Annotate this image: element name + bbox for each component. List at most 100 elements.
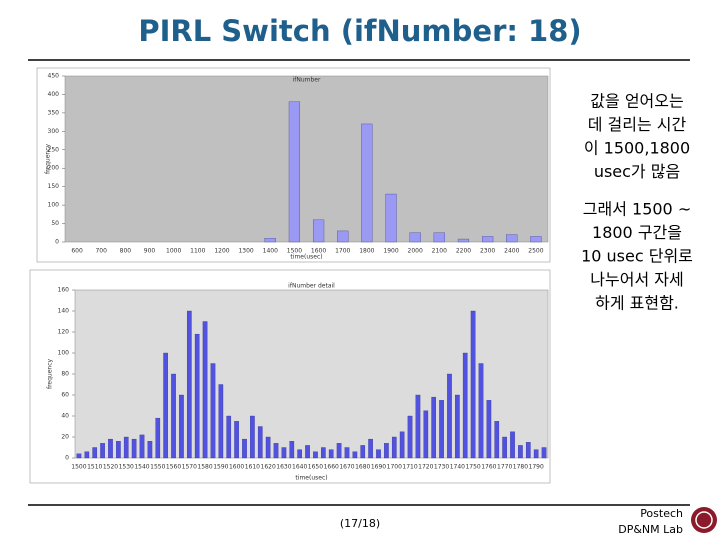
y-tick-label: 140 bbox=[58, 308, 70, 315]
bar bbox=[179, 394, 184, 459]
note-line: 10 usec 단위로 bbox=[581, 247, 693, 266]
x-tick-label: 1650 bbox=[308, 464, 323, 471]
x-tick-label: 1640 bbox=[292, 464, 307, 471]
bar bbox=[431, 396, 437, 459]
x-tick-label: 2400 bbox=[504, 248, 519, 255]
chart-title: ifNumber bbox=[293, 77, 321, 84]
x-tick-label: 2000 bbox=[408, 248, 423, 255]
x-tick-label: 1700 bbox=[335, 248, 350, 255]
x-tick-label: 1510 bbox=[87, 464, 102, 471]
note-line: 1800 구간을 bbox=[592, 223, 682, 242]
bar bbox=[494, 421, 500, 459]
bar bbox=[305, 445, 310, 459]
note-line: 데 걸리는 시간 bbox=[588, 115, 687, 134]
x-tick-label: 1200 bbox=[214, 248, 229, 255]
y-tick-label: 150 bbox=[48, 183, 60, 190]
bar bbox=[457, 238, 470, 243]
bar bbox=[265, 436, 271, 459]
x-tick-label: 1560 bbox=[166, 464, 181, 471]
x-tick-label: 1600 bbox=[311, 248, 326, 255]
bar bbox=[92, 447, 98, 459]
x-tick-label: 1580 bbox=[197, 464, 212, 471]
bar bbox=[407, 415, 413, 459]
y-tick-label: 100 bbox=[58, 350, 70, 357]
bar bbox=[289, 441, 295, 459]
bar bbox=[486, 400, 492, 459]
y-tick-label: 200 bbox=[48, 165, 60, 172]
note-line: 하게 표현함. bbox=[595, 294, 679, 313]
x-tick-label: 1790 bbox=[529, 464, 544, 471]
bar bbox=[391, 436, 397, 459]
bar bbox=[525, 442, 531, 459]
bar bbox=[384, 443, 389, 459]
bar bbox=[533, 449, 539, 459]
bar bbox=[288, 101, 301, 243]
x-tick-label: 1500 bbox=[71, 464, 86, 471]
bar bbox=[202, 321, 208, 459]
bar bbox=[147, 441, 153, 459]
x-tick-label: 1550 bbox=[150, 464, 165, 471]
bar bbox=[139, 434, 145, 459]
bar bbox=[186, 310, 192, 459]
y-tick-label: 0 bbox=[65, 455, 69, 462]
x-tick-label: 900 bbox=[144, 248, 156, 255]
slide-title: PIRL Switch (ifNumber: 18) bbox=[138, 14, 581, 48]
x-tick-label: 1670 bbox=[339, 464, 354, 471]
note-line: 값을 얻어오는 bbox=[590, 92, 683, 111]
x-tick-label: 1730 bbox=[434, 464, 449, 471]
logo bbox=[691, 507, 717, 533]
bar bbox=[385, 193, 397, 243]
x-tick-label: 700 bbox=[95, 248, 107, 255]
bar bbox=[415, 394, 421, 459]
bar bbox=[131, 438, 137, 459]
y-tick-label: 100 bbox=[48, 202, 60, 209]
y-axis-label: frequency bbox=[47, 359, 54, 390]
x-tick-label: 1400 bbox=[263, 248, 278, 255]
bar bbox=[163, 352, 168, 459]
logo bbox=[695, 511, 713, 529]
x-tick-label: 1530 bbox=[119, 464, 134, 471]
bar bbox=[399, 431, 405, 459]
x-tick-label: 1520 bbox=[103, 464, 118, 471]
x-tick-label: 1540 bbox=[134, 464, 149, 471]
bar bbox=[171, 373, 176, 459]
bar bbox=[462, 352, 468, 459]
y-tick-label: 60 bbox=[61, 392, 69, 399]
bar bbox=[273, 443, 279, 459]
x-tick-label: 1570 bbox=[182, 464, 197, 471]
bar bbox=[155, 417, 161, 459]
bar bbox=[234, 421, 239, 459]
y-tick-label: 0 bbox=[55, 239, 59, 246]
x-tick-label: 2300 bbox=[480, 248, 495, 255]
y-tick-label: 20 bbox=[61, 434, 69, 441]
bar bbox=[108, 438, 113, 459]
x-tick-label: 2500 bbox=[528, 248, 543, 255]
note-line: 이 1500,1800 bbox=[584, 139, 690, 158]
x-tick-label: 1700 bbox=[387, 464, 402, 471]
y-axis-label: frequency bbox=[45, 144, 52, 175]
y-tick-label: 450 bbox=[48, 73, 60, 80]
y-tick-label: 250 bbox=[48, 146, 60, 153]
bar bbox=[409, 232, 421, 243]
x-tick-label: 1500 bbox=[287, 248, 302, 255]
x-tick-label: 1590 bbox=[213, 464, 228, 471]
bar bbox=[368, 438, 373, 459]
bar bbox=[433, 232, 445, 243]
y-tick-label: 300 bbox=[48, 128, 60, 135]
note-line: 나누어서 자세 bbox=[590, 270, 683, 289]
bar bbox=[344, 447, 350, 459]
x-tick-label: 1100 bbox=[190, 248, 205, 255]
y-tick-label: 50 bbox=[51, 220, 59, 227]
plot-area bbox=[64, 75, 549, 243]
x-tick-label: 1740 bbox=[450, 464, 465, 471]
bar bbox=[297, 449, 302, 459]
bar bbox=[257, 426, 263, 459]
x-tick-label: 1690 bbox=[371, 464, 386, 471]
x-tick-label: 1720 bbox=[418, 464, 433, 471]
x-tick-label: 1660 bbox=[324, 464, 339, 471]
x-tick-label: 800 bbox=[120, 248, 132, 255]
bar bbox=[218, 384, 224, 459]
bar bbox=[352, 451, 358, 459]
x-tick-label: 1770 bbox=[497, 464, 512, 471]
